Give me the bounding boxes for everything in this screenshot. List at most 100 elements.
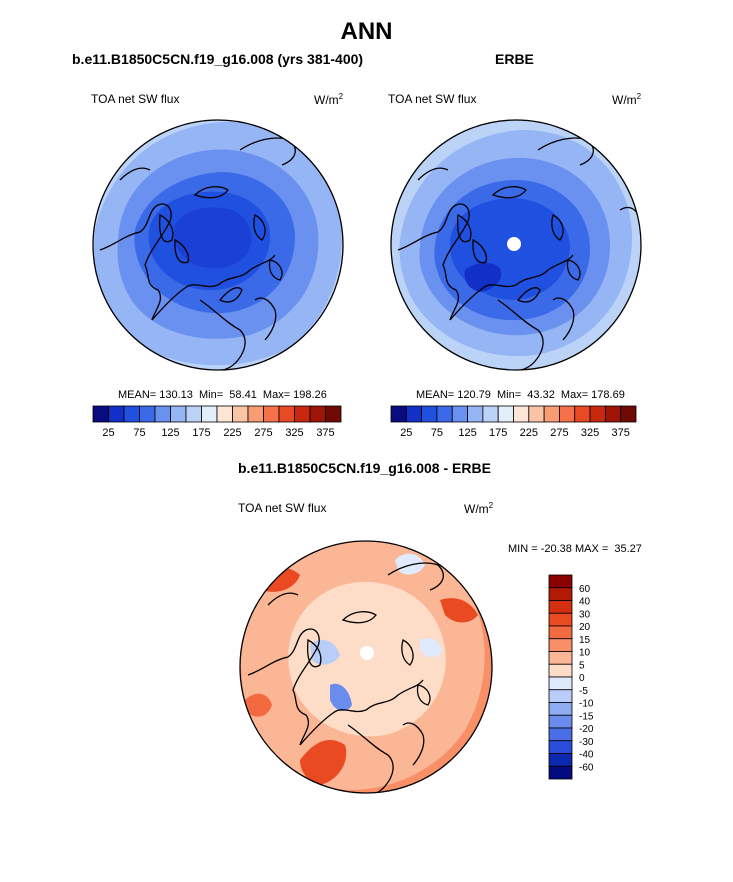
diff-colorbar-label: 30: [579, 609, 591, 620]
diff-title: b.e11.B1850C5CN.f19_g16.008 - ERBE: [238, 460, 491, 476]
model-case-title: b.e11.B1850C5CN.f19_g16.008 (yrs 381-400…: [72, 51, 364, 67]
obs-colorbar-box: [436, 405, 453, 423]
diff-field-hotspot-4: [245, 693, 272, 717]
model-units-text: W/m: [314, 93, 339, 107]
diff-field-coldspot-2: [310, 639, 340, 665]
diff-stats: MIN = -20.38 MAX = 35.27: [508, 543, 642, 555]
obs-colorbar-box: [467, 405, 484, 423]
obs-units-text: W/m: [612, 93, 637, 107]
model-colorbar-label: 375: [316, 427, 334, 439]
model-colorbar-box: [263, 405, 280, 423]
obs-pole-missing: [507, 237, 521, 251]
diff-colorbar-box: [548, 600, 573, 614]
model-colorbar: 25 75 125 175 225 275 325 375: [92, 405, 342, 439]
diff-colorbar-label: 60: [579, 584, 591, 595]
model-stats: MEAN= 130.13 Min= 58.41 Max= 198.26: [118, 389, 327, 401]
obs-colorbar-label: 375: [612, 427, 630, 439]
diff-units-label: W/m2: [464, 501, 493, 516]
diff-colorbar-label: -60: [579, 762, 594, 773]
diff-colorbar-box: [548, 638, 573, 652]
obs-colorbar-box: [513, 405, 530, 423]
obs-colorbar-box: [482, 405, 499, 423]
model-colorbar-box: [232, 405, 249, 423]
model-colorbar-label: 125: [161, 427, 179, 439]
model-colorbar-box: [170, 405, 187, 423]
model-variable-label: TOA net SW flux: [91, 92, 180, 106]
model-colorbar-box: [216, 405, 233, 423]
diff-colorbar-box: [548, 574, 573, 589]
model-units-exponent: 2: [338, 92, 344, 101]
obs-colorbar-box: [620, 405, 637, 423]
diff-colorbar-label: -10: [579, 699, 594, 710]
obs-map-border: [390, 119, 642, 371]
obs-colorbar-label: 275: [550, 427, 568, 439]
obs-units-exponent: 2: [636, 92, 642, 101]
diff-units-exponent: 2: [488, 501, 494, 510]
obs-units-label: W/m2: [612, 92, 641, 107]
diff-colorbar-box: [548, 753, 573, 767]
diff-colorbar-label: 40: [579, 597, 591, 608]
diff-colorbar-label: -40: [579, 750, 594, 761]
diff-colorbar-box: [548, 625, 573, 640]
model-units-label: W/m2: [314, 92, 343, 107]
diff-colorbar-box: [548, 740, 573, 754]
diff-field-coldspot-1: [395, 553, 425, 575]
diff-colorbar-box: [548, 676, 573, 691]
obs-stats: MEAN= 120.79 Min= 43.32 Max= 178.69: [416, 389, 625, 401]
obs-case-title: ERBE: [495, 51, 534, 67]
diff-field-coldspot-3: [330, 683, 352, 712]
diff-polar-map: [240, 541, 492, 793]
model-coastlines: [99, 137, 296, 370]
diff-colorbar-label: -15: [579, 711, 594, 722]
model-colorbar-box: [92, 405, 109, 423]
obs-colorbar-box: [559, 405, 576, 423]
model-colorbar-box: [201, 405, 218, 423]
diff-colorbar-box: [548, 689, 573, 703]
obs-colorbar-label: 175: [489, 427, 507, 439]
obs-colorbar-box: [421, 405, 438, 423]
obs-colorbar: 25 75 125 175 225 275 325 375: [390, 405, 637, 439]
diff-colorbar-box: [548, 727, 573, 742]
obs-polar-map: [391, 120, 641, 370]
diff-colorbar-label: 10: [579, 648, 591, 659]
obs-colorbar-label: 325: [581, 427, 599, 439]
obs-colorbar-box: [451, 405, 468, 423]
obs-colorbar-label: 25: [400, 427, 412, 439]
model-colorbar-box: [247, 405, 264, 423]
diff-field-coldspot-4: [420, 638, 442, 658]
diff-colorbar-label: -5: [579, 686, 588, 697]
diff-colorbar-box: [548, 587, 573, 601]
diff-field-hotspot-1: [300, 740, 347, 785]
model-colorbar-label: 325: [285, 427, 303, 439]
obs-coastlines: [397, 137, 639, 370]
diff-colorbar-box: [548, 612, 573, 627]
model-colorbar-box: [185, 405, 202, 423]
diff-map-border: [239, 540, 493, 794]
diff-field-hotspot-3: [440, 598, 478, 623]
diff-variable-label: TOA net SW flux: [238, 501, 327, 515]
model-colorbar-label: 25: [102, 427, 114, 439]
obs-colorbar-box: [574, 405, 591, 423]
diff-colorbar-label: -20: [579, 724, 594, 735]
model-colorbar-label: 175: [192, 427, 210, 439]
diff-colorbar-box: [548, 702, 573, 716]
model-colorbar-box: [309, 405, 326, 423]
model-colorbar-box: [325, 405, 342, 423]
diff-colorbar-box: [548, 714, 573, 729]
diff-units-text: W/m: [464, 502, 489, 516]
model-map-border: [92, 119, 344, 371]
diff-colorbar-label: 5: [579, 660, 585, 671]
page-title: ANN: [340, 18, 393, 45]
model-colorbar-box: [139, 405, 156, 423]
model-colorbar-label: 275: [254, 427, 272, 439]
obs-colorbar-label: 75: [431, 427, 443, 439]
model-colorbar-box: [294, 405, 311, 423]
model-colorbar-box: [123, 405, 140, 423]
model-field-center: [173, 207, 252, 269]
diff-colorbar-box: [548, 765, 573, 780]
diff-colorbar-label: -30: [579, 737, 594, 748]
obs-colorbar-box: [589, 405, 606, 423]
obs-colorbar-label: 125: [458, 427, 476, 439]
